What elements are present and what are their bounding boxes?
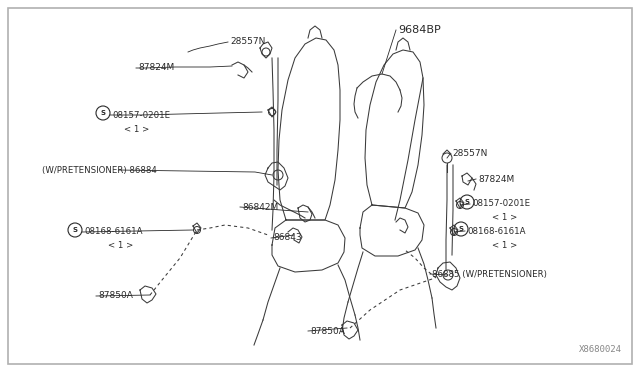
Text: 08168-6161A: 08168-6161A bbox=[84, 228, 143, 237]
Text: 86842M: 86842M bbox=[242, 202, 278, 212]
Text: < 1 >: < 1 > bbox=[492, 214, 517, 222]
Text: < 1 >: < 1 > bbox=[108, 241, 133, 250]
Text: 87824M: 87824M bbox=[138, 64, 174, 73]
Text: < 1 >: < 1 > bbox=[492, 241, 517, 250]
Text: S: S bbox=[72, 227, 77, 233]
Text: 08157-0201E: 08157-0201E bbox=[472, 199, 530, 208]
Text: 87850A: 87850A bbox=[98, 292, 133, 301]
Text: S: S bbox=[100, 110, 106, 116]
Text: S: S bbox=[465, 199, 470, 205]
Text: 9684BP: 9684BP bbox=[398, 25, 441, 35]
Text: 28557N: 28557N bbox=[230, 38, 266, 46]
Text: < 1 >: < 1 > bbox=[124, 125, 149, 134]
Text: 86885 (W/PRETENSIONER): 86885 (W/PRETENSIONER) bbox=[432, 269, 547, 279]
Text: 08168-6161A: 08168-6161A bbox=[467, 227, 525, 235]
Text: 87824M: 87824M bbox=[478, 174, 515, 183]
Text: 86843: 86843 bbox=[273, 234, 301, 243]
Text: S: S bbox=[458, 226, 463, 232]
Text: 28557N: 28557N bbox=[452, 150, 488, 158]
Text: (W/PRETENSIONER) 86884: (W/PRETENSIONER) 86884 bbox=[42, 166, 157, 174]
Text: X8680024: X8680024 bbox=[579, 345, 622, 354]
Text: 87850A: 87850A bbox=[310, 327, 345, 336]
Text: 08157-0201E: 08157-0201E bbox=[112, 110, 170, 119]
